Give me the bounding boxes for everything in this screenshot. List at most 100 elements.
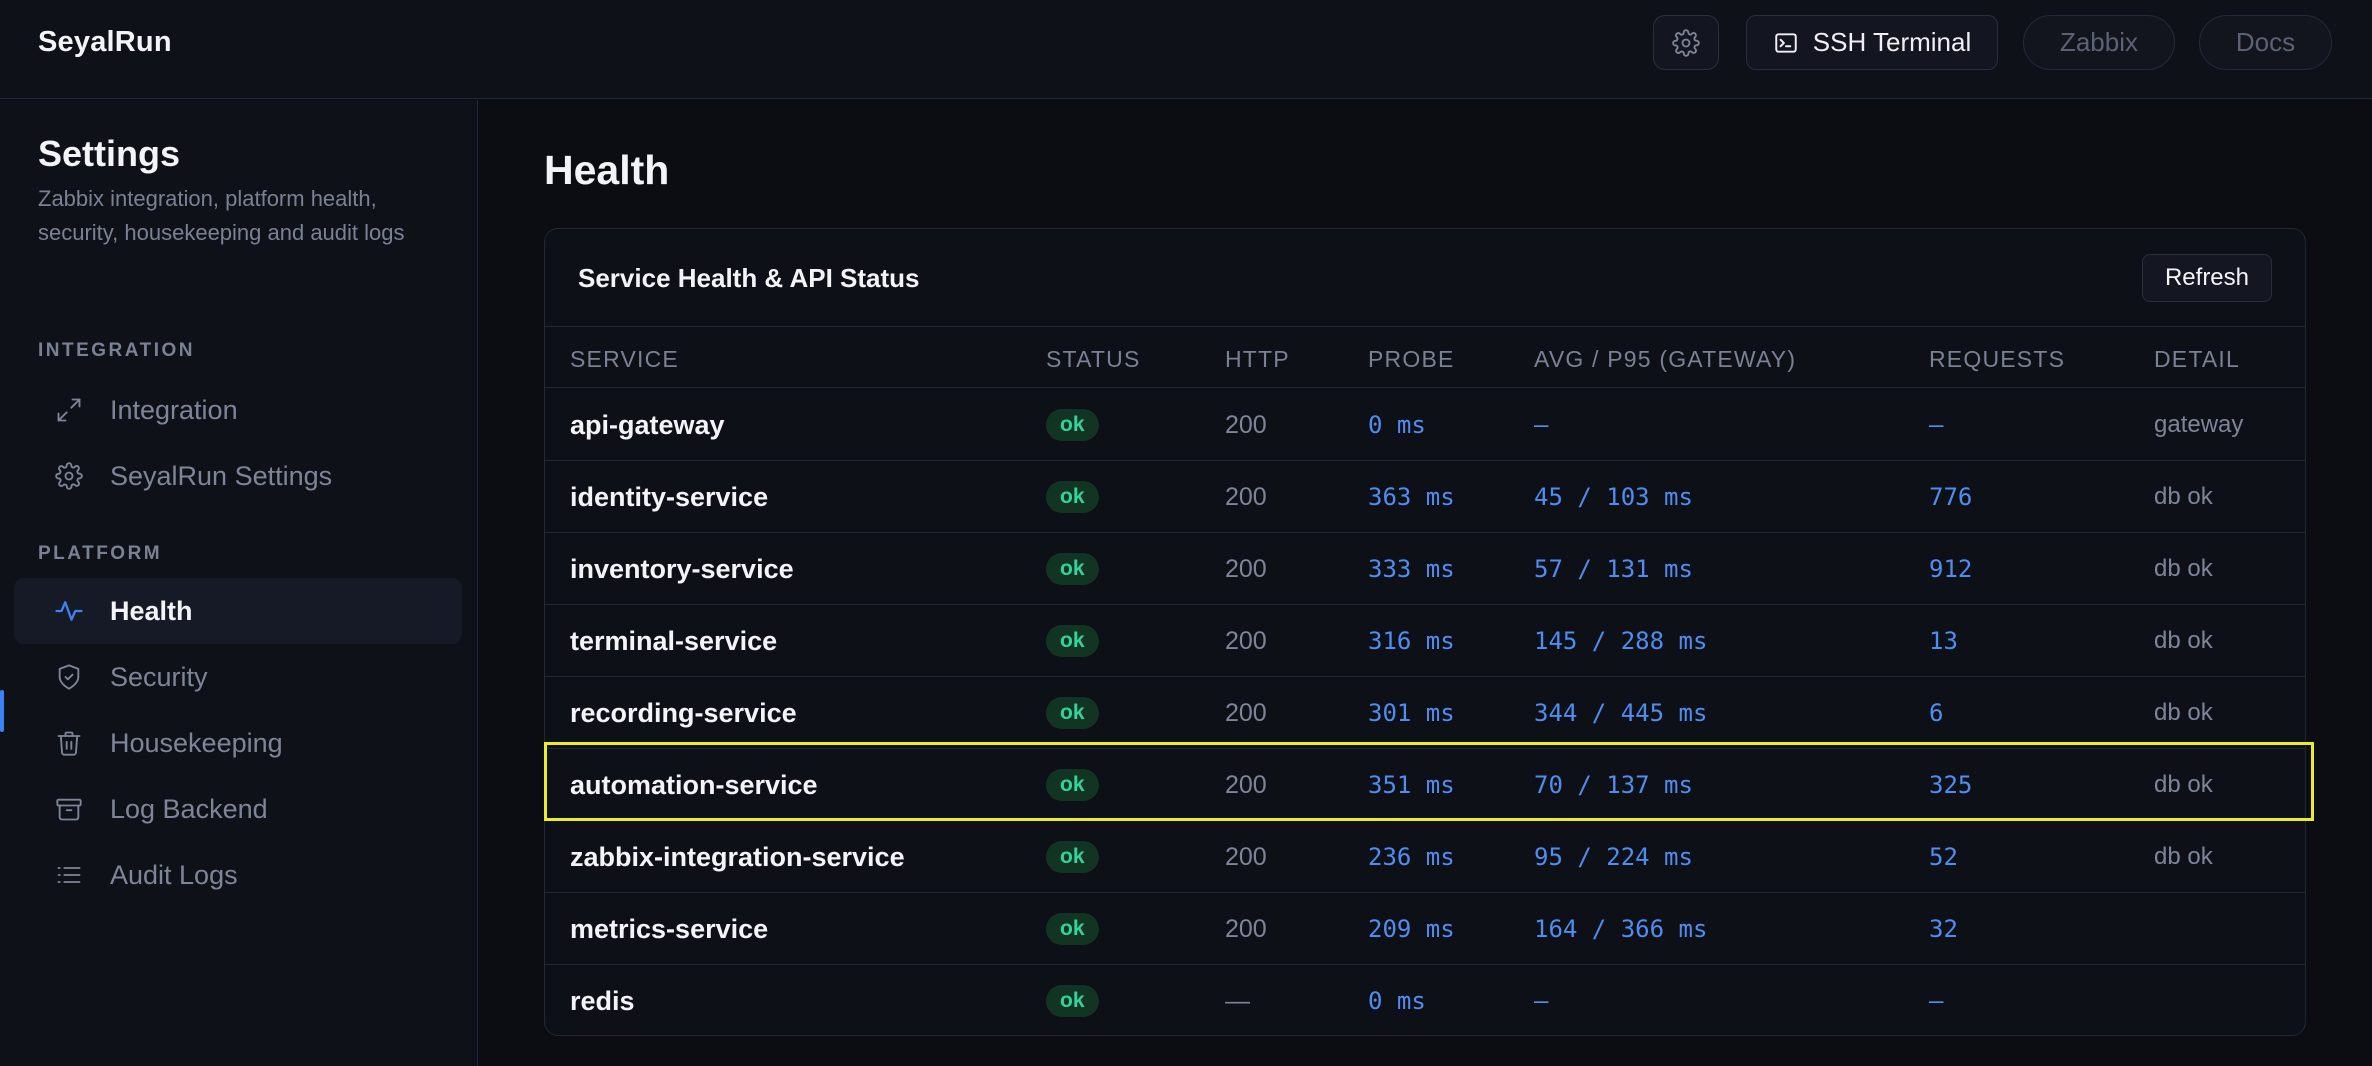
card-header: Service Health & API Status Refresh	[545, 229, 2305, 327]
column-header-detail[interactable]: DETAIL	[2154, 346, 2241, 372]
request-count: 776	[1929, 483, 1973, 511]
sidebar-item-housekeeping[interactable]: Housekeeping	[14, 710, 462, 776]
sidebar: Settings Zabbix integration, platform he…	[0, 100, 478, 1066]
sidebar-item-seyalrun-settings[interactable]: SeyalRun Settings	[14, 443, 462, 509]
probe-latency: 236 ms	[1368, 843, 1455, 871]
column-header-http[interactable]: HTTP	[1225, 346, 1290, 372]
detail-text: db ok	[2154, 555, 2213, 582]
avg-p95-latency: —	[1534, 411, 1549, 439]
service-name: inventory-service	[570, 553, 794, 584]
column-header-requests[interactable]: REQUESTS	[1929, 346, 2066, 372]
probe-latency: 209 ms	[1368, 915, 1455, 943]
sidebar-item-health[interactable]: Health	[14, 578, 462, 644]
probe-latency: 0 ms	[1368, 987, 1426, 1015]
http-code: 200	[1225, 554, 1267, 583]
sidebar-item-label: Log Backend	[110, 793, 268, 824]
http-code: 200	[1225, 770, 1267, 799]
http-code: 200	[1225, 842, 1267, 871]
detail-text: db ok	[2154, 627, 2213, 654]
avg-p95-latency: 45 / 103 ms	[1534, 483, 1693, 511]
trash-icon	[54, 728, 84, 758]
settings-button[interactable]	[1653, 15, 1719, 70]
avg-p95-latency: 164 / 366 ms	[1534, 915, 1708, 943]
table-header: SERVICE STATUS HTTP PROBE AVG / P95 (GAT…	[545, 328, 2305, 388]
column-header-probe[interactable]: PROBE	[1368, 346, 1455, 372]
docs-button[interactable]: Docs	[2199, 15, 2332, 70]
http-code: 200	[1225, 626, 1267, 655]
table-row[interactable]: api-gateway ok 200 0 ms — — gateway	[545, 389, 2305, 461]
probe-latency: 363 ms	[1368, 483, 1455, 511]
card-title: Service Health & API Status	[578, 263, 920, 293]
service-name: recording-service	[570, 697, 797, 728]
service-name: identity-service	[570, 481, 769, 512]
table-row[interactable]: automation-service ok 200 351 ms 70 / 137 ms…	[545, 749, 2305, 821]
http-code: —	[1225, 986, 1250, 1015]
avg-p95-latency: 70 / 137 ms	[1534, 771, 1693, 799]
status-cell: ok	[1046, 965, 1099, 1035]
probe-latency: 351 ms	[1368, 771, 1455, 799]
avg-p95-latency: 344 / 445 ms	[1534, 699, 1708, 727]
sidebar-description: Zabbix integration, platform health, sec…	[38, 186, 405, 245]
request-count: 912	[1929, 555, 1973, 583]
table-row[interactable]: inventory-service ok 200 333 ms 57 / 131 ms 9…	[545, 533, 2305, 605]
probe-latency: 0 ms	[1368, 411, 1426, 439]
section-label-platform: PLATFORM	[38, 543, 163, 564]
status-badge: ok	[1046, 481, 1099, 513]
service-name: api-gateway	[570, 409, 725, 440]
http-code: 200	[1225, 482, 1267, 511]
brand-logo[interactable]: SeyalRun	[38, 26, 172, 58]
status-badge: ok	[1046, 985, 1099, 1017]
table-row[interactable]: terminal-service ok 200 316 ms 145 / 288 ms 1…	[545, 605, 2305, 677]
request-count: —	[1929, 987, 1944, 1015]
status-badge: ok	[1046, 841, 1099, 873]
column-header-status[interactable]: STATUS	[1046, 346, 1141, 372]
page-title: Health	[544, 147, 670, 193]
detail-text: db ok	[2154, 771, 2213, 798]
docs-label: Docs	[2235, 27, 2296, 57]
status-badge: ok	[1046, 553, 1099, 585]
avg-p95-latency: 95 / 224 ms	[1534, 843, 1693, 871]
table-row[interactable]: redis ok — 0 ms — —	[545, 965, 2305, 1035]
top-bar: SeyalRun SSH Terminal Zabbix Docs	[0, 0, 2372, 99]
avg-p95-latency: 57 / 131 ms	[1534, 555, 1693, 583]
table-row[interactable]: zabbix-integration-service ok 200 236 ms 95 …	[545, 821, 2305, 893]
status-cell: ok	[1046, 605, 1099, 677]
ssh-terminal-label: SSH Terminal	[1812, 27, 1972, 57]
table-row[interactable]: recording-service ok 200 301 ms 344 / 445 ms…	[545, 677, 2305, 749]
sidebar-title: Settings	[38, 133, 181, 174]
request-count: —	[1929, 411, 1944, 439]
status-badge: ok	[1046, 769, 1099, 801]
probe-latency: 301 ms	[1368, 699, 1455, 727]
sidebar-item-audit-logs[interactable]: Audit Logs	[14, 842, 462, 908]
service-name: automation-service	[570, 769, 818, 800]
list-icon	[54, 860, 84, 890]
request-count: 32	[1929, 915, 1958, 943]
zabbix-button[interactable]: Zabbix	[2023, 15, 2175, 70]
table-row[interactable]: metrics-service ok 200 209 ms 164 / 366 ms 32	[545, 893, 2305, 965]
status-cell: ok	[1046, 533, 1099, 605]
status-cell: ok	[1046, 677, 1099, 749]
sidebar-item-security[interactable]: Security	[14, 644, 462, 710]
detail-text: db ok	[2154, 483, 2213, 510]
sidebar-item-label: Integration	[110, 394, 238, 425]
ssh-terminal-button[interactable]: SSH Terminal	[1746, 15, 1998, 70]
section-label-integration: INTEGRATION	[38, 340, 195, 361]
http-code: 200	[1225, 410, 1267, 439]
sidebar-item-label: Security	[110, 661, 208, 692]
status-cell: ok	[1046, 749, 1099, 821]
detail-text: db ok	[2154, 699, 2213, 726]
sidebar-item-log-backend[interactable]: Log Backend	[14, 776, 462, 842]
probe-latency: 333 ms	[1368, 555, 1455, 583]
service-health-card: Service Health & API Status Refresh SERV…	[544, 228, 2306, 1036]
column-header-service[interactable]: SERVICE	[570, 346, 679, 372]
probe-latency: 316 ms	[1368, 627, 1455, 655]
gear-icon	[54, 461, 84, 491]
table-row[interactable]: identity-service ok 200 363 ms 45 / 103 ms 77…	[545, 461, 2305, 533]
sidebar-item-integration[interactable]: Integration	[14, 377, 462, 443]
detail-text: gateway	[2154, 411, 2244, 438]
refresh-button[interactable]: Refresh	[2142, 254, 2272, 302]
request-count: 13	[1929, 627, 1958, 655]
service-name: metrics-service	[570, 913, 769, 944]
zabbix-label: Zabbix	[2059, 27, 2139, 57]
column-header-avg-p95[interactable]: AVG / P95 (GATEWAY)	[1534, 346, 1797, 372]
